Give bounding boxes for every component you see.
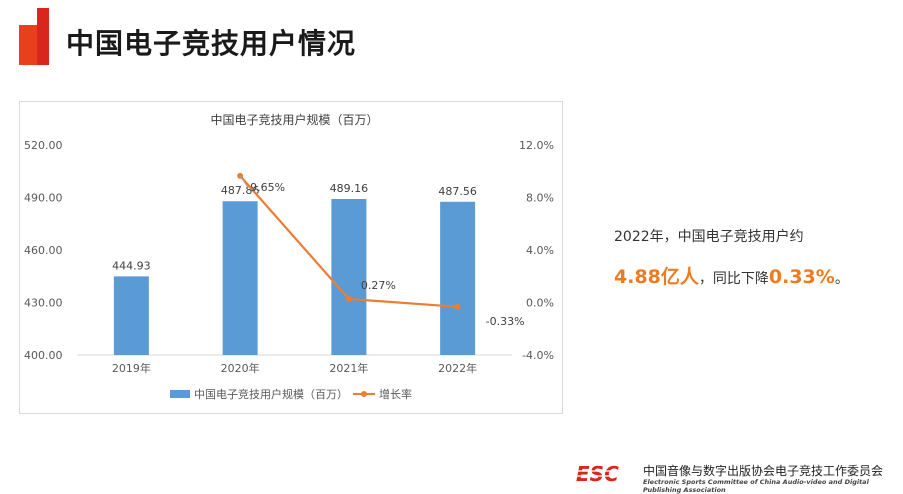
growth-data-label: 0.27% (361, 279, 396, 292)
summary-line-2: 4.88亿人，同比下降0.33%。 (614, 262, 849, 289)
growth-data-label: 9.65% (250, 181, 285, 194)
summary-line-1: 2022年，中国电子竞技用户约 (614, 226, 804, 246)
legend-bar-label: 中国电子竞技用户规模（百万） (194, 387, 348, 401)
esc-logo: ESC (574, 463, 632, 485)
x-tick-label: 2019年 (112, 361, 151, 375)
bar-data-label: 444.93 (112, 259, 151, 272)
legend-line-marker (361, 391, 367, 397)
chart-title: 中国电子竞技用户规模（百万） (210, 112, 378, 127)
bar-data-label: 487.56 (438, 185, 477, 198)
title-decoration-orange (19, 25, 37, 65)
esc-logo-text: ESC (576, 463, 619, 485)
growth-point (345, 295, 352, 302)
page-title: 中国电子竞技用户情况 (66, 27, 357, 60)
growth-point (454, 303, 461, 310)
y-right-tick: 0.0% (526, 297, 554, 310)
summary-intro: 2022年，中国电子竞技用户约 (614, 229, 804, 245)
combo-chart: 中国电子竞技用户规模（百万） 400.00 430.00 460.00 490.00 52… (24, 112, 554, 401)
y-right-tick: 12.0% (519, 139, 554, 152)
bar (331, 198, 367, 355)
bar (440, 201, 476, 355)
summary-change-value: 0.33% (768, 266, 835, 288)
y-right-tick: -4.0% (522, 349, 554, 362)
y-left-tick: 460.00 (24, 244, 63, 257)
legend-bar-swatch (170, 390, 190, 398)
growth-label-leader (239, 175, 249, 189)
footer-org-cn: 中国音像与数字出版协会电子竞技工作委员会 (643, 464, 884, 478)
footer-org-en: Electronic Sports Committee of China Aud… (643, 478, 869, 494)
x-tick-label: 2020年 (221, 361, 260, 375)
x-tick-label: 2021年 (329, 361, 368, 375)
title-decoration-red (37, 8, 49, 65)
x-tick-label: 2022年 (438, 361, 477, 375)
bar-data-label: 489.16 (330, 182, 369, 195)
y-left-tick: 430.00 (24, 297, 63, 310)
y-right-tick: 8.0% (526, 192, 554, 205)
y-left-tick: 400.00 (24, 349, 63, 362)
bar (222, 201, 258, 355)
y-left-tick: 520.00 (24, 139, 63, 152)
summary-users-value: 4.88亿人 (614, 266, 699, 288)
y-left-tick: 490.00 (24, 192, 63, 205)
legend-line-label: 增长率 (379, 387, 412, 401)
growth-data-label: -0.33% (486, 315, 525, 328)
summary-end-text: 。 (834, 271, 849, 287)
chart-container: 中国电子竞技用户规模（百万） 400.00 430.00 460.00 490.00 52… (19, 101, 563, 414)
bar (113, 276, 149, 355)
summary-mid-text: ，同比下降 (698, 271, 769, 287)
y-right-tick: 4.0% (526, 244, 554, 257)
